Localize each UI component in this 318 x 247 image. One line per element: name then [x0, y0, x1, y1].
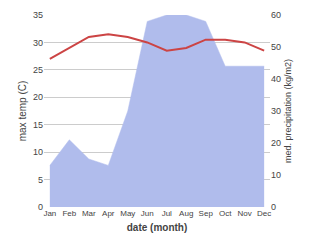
svg-text:25: 25 [33, 65, 43, 75]
svg-text:Aug: Aug [179, 209, 193, 218]
svg-text:max temp (C): max temp (C) [17, 81, 28, 142]
svg-text:10: 10 [33, 147, 43, 157]
svg-text:Dec: Dec [257, 209, 271, 218]
svg-text:Sep: Sep [199, 209, 214, 218]
svg-text:0: 0 [38, 202, 43, 212]
svg-text:50: 50 [271, 42, 281, 52]
svg-text:Oct: Oct [219, 209, 232, 218]
svg-text:0: 0 [271, 202, 276, 212]
svg-text:Feb: Feb [62, 209, 76, 218]
svg-text:May: May [120, 209, 135, 218]
svg-text:Jan: Jan [43, 209, 56, 218]
svg-text:20: 20 [33, 92, 43, 102]
svg-text:30: 30 [33, 38, 43, 48]
svg-text:30: 30 [271, 106, 281, 116]
svg-text:date (month): date (month) [127, 222, 188, 233]
svg-text:med. precipitation (kg/m2): med. precipitation (kg/m2) [283, 59, 293, 163]
svg-text:5: 5 [38, 175, 43, 185]
svg-text:Apr: Apr [102, 209, 115, 218]
svg-text:20: 20 [271, 138, 281, 148]
svg-text:Mar: Mar [82, 209, 96, 218]
svg-text:Nov: Nov [238, 209, 252, 218]
svg-text:15: 15 [33, 120, 43, 130]
svg-text:Jun: Jun [141, 209, 154, 218]
svg-text:40: 40 [271, 74, 281, 84]
svg-text:60: 60 [271, 10, 281, 20]
svg-text:Jul: Jul [162, 209, 172, 218]
svg-text:10: 10 [271, 170, 281, 180]
svg-text:35: 35 [33, 10, 43, 20]
